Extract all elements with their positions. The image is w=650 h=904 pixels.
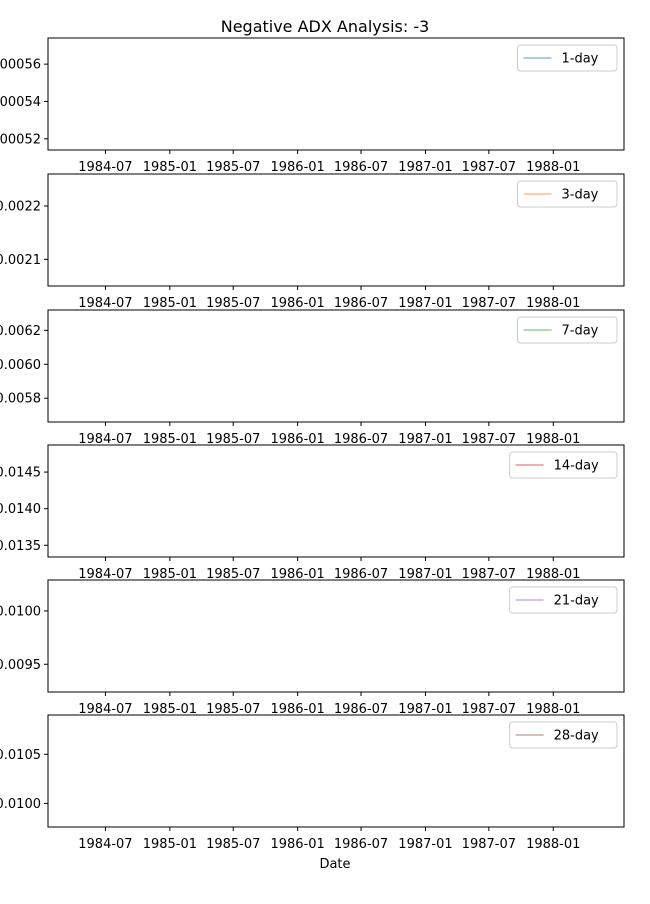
x-tick-label: 1984-07 — [78, 702, 132, 717]
x-tick-label: 1986-07 — [334, 702, 388, 717]
legend-box — [517, 180, 618, 208]
x-tick-label: 1986-07 — [334, 432, 388, 447]
x-tick-label: 1988-01 — [526, 296, 580, 311]
x-tick-label: 1985-01 — [143, 160, 197, 175]
legend-label: 3-day — [562, 188, 599, 203]
x-tick-label: 1986-01 — [270, 296, 324, 311]
x-tick-label: 1985-01 — [143, 567, 197, 582]
legend-box — [509, 451, 618, 479]
x-tick-label: 1986-07 — [334, 296, 388, 311]
y-tick-label: 0.0095 — [0, 658, 41, 673]
x-tick-label: 1987-07 — [462, 702, 516, 717]
legend-box — [509, 586, 618, 614]
x-tick-label: 1985-07 — [206, 296, 260, 311]
subplot-6: 0.0105 0.0100 1984-07 1985-01 1985-07 1986-01… — [0, 714, 625, 852]
x-tick-label: 1988-01 — [526, 567, 580, 582]
x-tick-label: 1988-01 — [526, 837, 580, 852]
x-tick-label: 1986-07 — [334, 837, 388, 852]
legend-box — [509, 721, 618, 749]
x-tick-label: 1988-01 — [526, 160, 580, 175]
x-tick-label: 1987-01 — [398, 837, 452, 852]
y-tick-label: 0.0021 — [0, 253, 41, 268]
y-tick-label: 0.0135 — [0, 539, 41, 554]
x-tick-label: 1984-07 — [78, 296, 132, 311]
x-tick-label: 1986-01 — [270, 432, 324, 447]
y-tick-label: 0.0140 — [0, 502, 41, 517]
x-tick-label: 1987-07 — [462, 567, 516, 582]
legend-label: 21-day — [554, 594, 599, 609]
x-tick-label: 1984-07 — [78, 837, 132, 852]
x-tick-label: 1985-07 — [206, 837, 260, 852]
subplot-3: 0.0062 0.0060 0.0058 1984-07 1985-01 1985-07 1… — [0, 309, 625, 447]
x-tick-label: 1987-07 — [462, 160, 516, 175]
panels: 0.00056 0.00054 0.00052 1984-07 1985-01 1985-… — [0, 37, 625, 852]
x-tick-label: 1985-01 — [143, 296, 197, 311]
x-tick-label: 1988-01 — [526, 432, 580, 447]
x-tick-label: 1988-01 — [526, 702, 580, 717]
legend-box — [517, 44, 618, 72]
y-tick-label: 0.00052 — [0, 132, 41, 147]
y-tick-label: 0.00056 — [0, 58, 41, 73]
x-tick-label: 1987-07 — [462, 837, 516, 852]
legend: 28-day — [509, 721, 618, 749]
legend-label: 14-day — [554, 459, 599, 474]
legend: 14-day — [509, 451, 618, 479]
x-tick-label: 1987-01 — [398, 432, 452, 447]
x-tick-label: 1986-07 — [334, 567, 388, 582]
legend: 3-day — [517, 180, 618, 208]
x-tick-label: 1985-01 — [143, 432, 197, 447]
x-tick-label: 1985-01 — [143, 837, 197, 852]
legend: 1-day — [517, 44, 618, 72]
y-tick-label: 0.00054 — [0, 95, 41, 110]
legend-label: 7-day — [562, 324, 599, 339]
x-tick-label: 1986-01 — [270, 160, 324, 175]
y-tick-label: 0.0100 — [0, 604, 41, 619]
y-tick-label: 0.0145 — [0, 466, 41, 481]
legend-label: 1-day — [562, 52, 599, 67]
x-tick-label: 1984-07 — [78, 567, 132, 582]
subplot-2: 0.0022 0.0021 1984-07 1985-01 1985-07 1986-01… — [0, 173, 625, 311]
x-tick-label: 1987-01 — [398, 296, 452, 311]
x-axis-label: Date — [319, 857, 350, 872]
x-tick-label: 1985-07 — [206, 702, 260, 717]
x-tick-label: 1986-01 — [270, 702, 324, 717]
x-tick-label: 1987-01 — [398, 567, 452, 582]
x-tick-label: 1987-07 — [462, 432, 516, 447]
y-tick-label: 0.0022 — [0, 200, 41, 215]
x-tick-label: 1984-07 — [78, 432, 132, 447]
y-tick-label: 0.0058 — [0, 392, 41, 407]
x-tick-label: 1986-07 — [334, 160, 388, 175]
subplot-4: 0.0145 0.0140 0.0135 1984-07 1985-01 1985-07 1… — [0, 444, 625, 582]
x-tick-label: 1987-07 — [462, 296, 516, 311]
legend-label: 28-day — [554, 729, 599, 744]
x-tick-label: 1985-01 — [143, 702, 197, 717]
subplot-1: 0.00056 0.00054 0.00052 1984-07 1985-01 1985-… — [0, 37, 625, 175]
x-tick-label: 1987-01 — [398, 702, 452, 717]
legend-box — [517, 316, 618, 344]
legend: 21-day — [509, 586, 618, 614]
x-tick-label: 1987-01 — [398, 160, 452, 175]
x-tick-label: 1984-07 — [78, 160, 132, 175]
legend: 7-day — [517, 316, 618, 344]
y-tick-label: 0.0062 — [0, 324, 41, 339]
x-tick-label: 1986-01 — [270, 567, 324, 582]
chart-title: Negative ADX Analysis: -3 — [221, 17, 430, 36]
x-tick-label: 1985-07 — [206, 160, 260, 175]
y-tick-label: 0.0060 — [0, 358, 41, 373]
x-tick-label: 1985-07 — [206, 567, 260, 582]
x-tick-label: 1985-07 — [206, 432, 260, 447]
x-tick-label: 1986-01 — [270, 837, 324, 852]
y-tick-label: 0.0100 — [0, 797, 41, 812]
subplot-5: 0.0100 0.0095 1984-07 1985-01 1985-07 1986-01… — [0, 579, 625, 717]
y-tick-label: 0.0105 — [0, 748, 41, 763]
